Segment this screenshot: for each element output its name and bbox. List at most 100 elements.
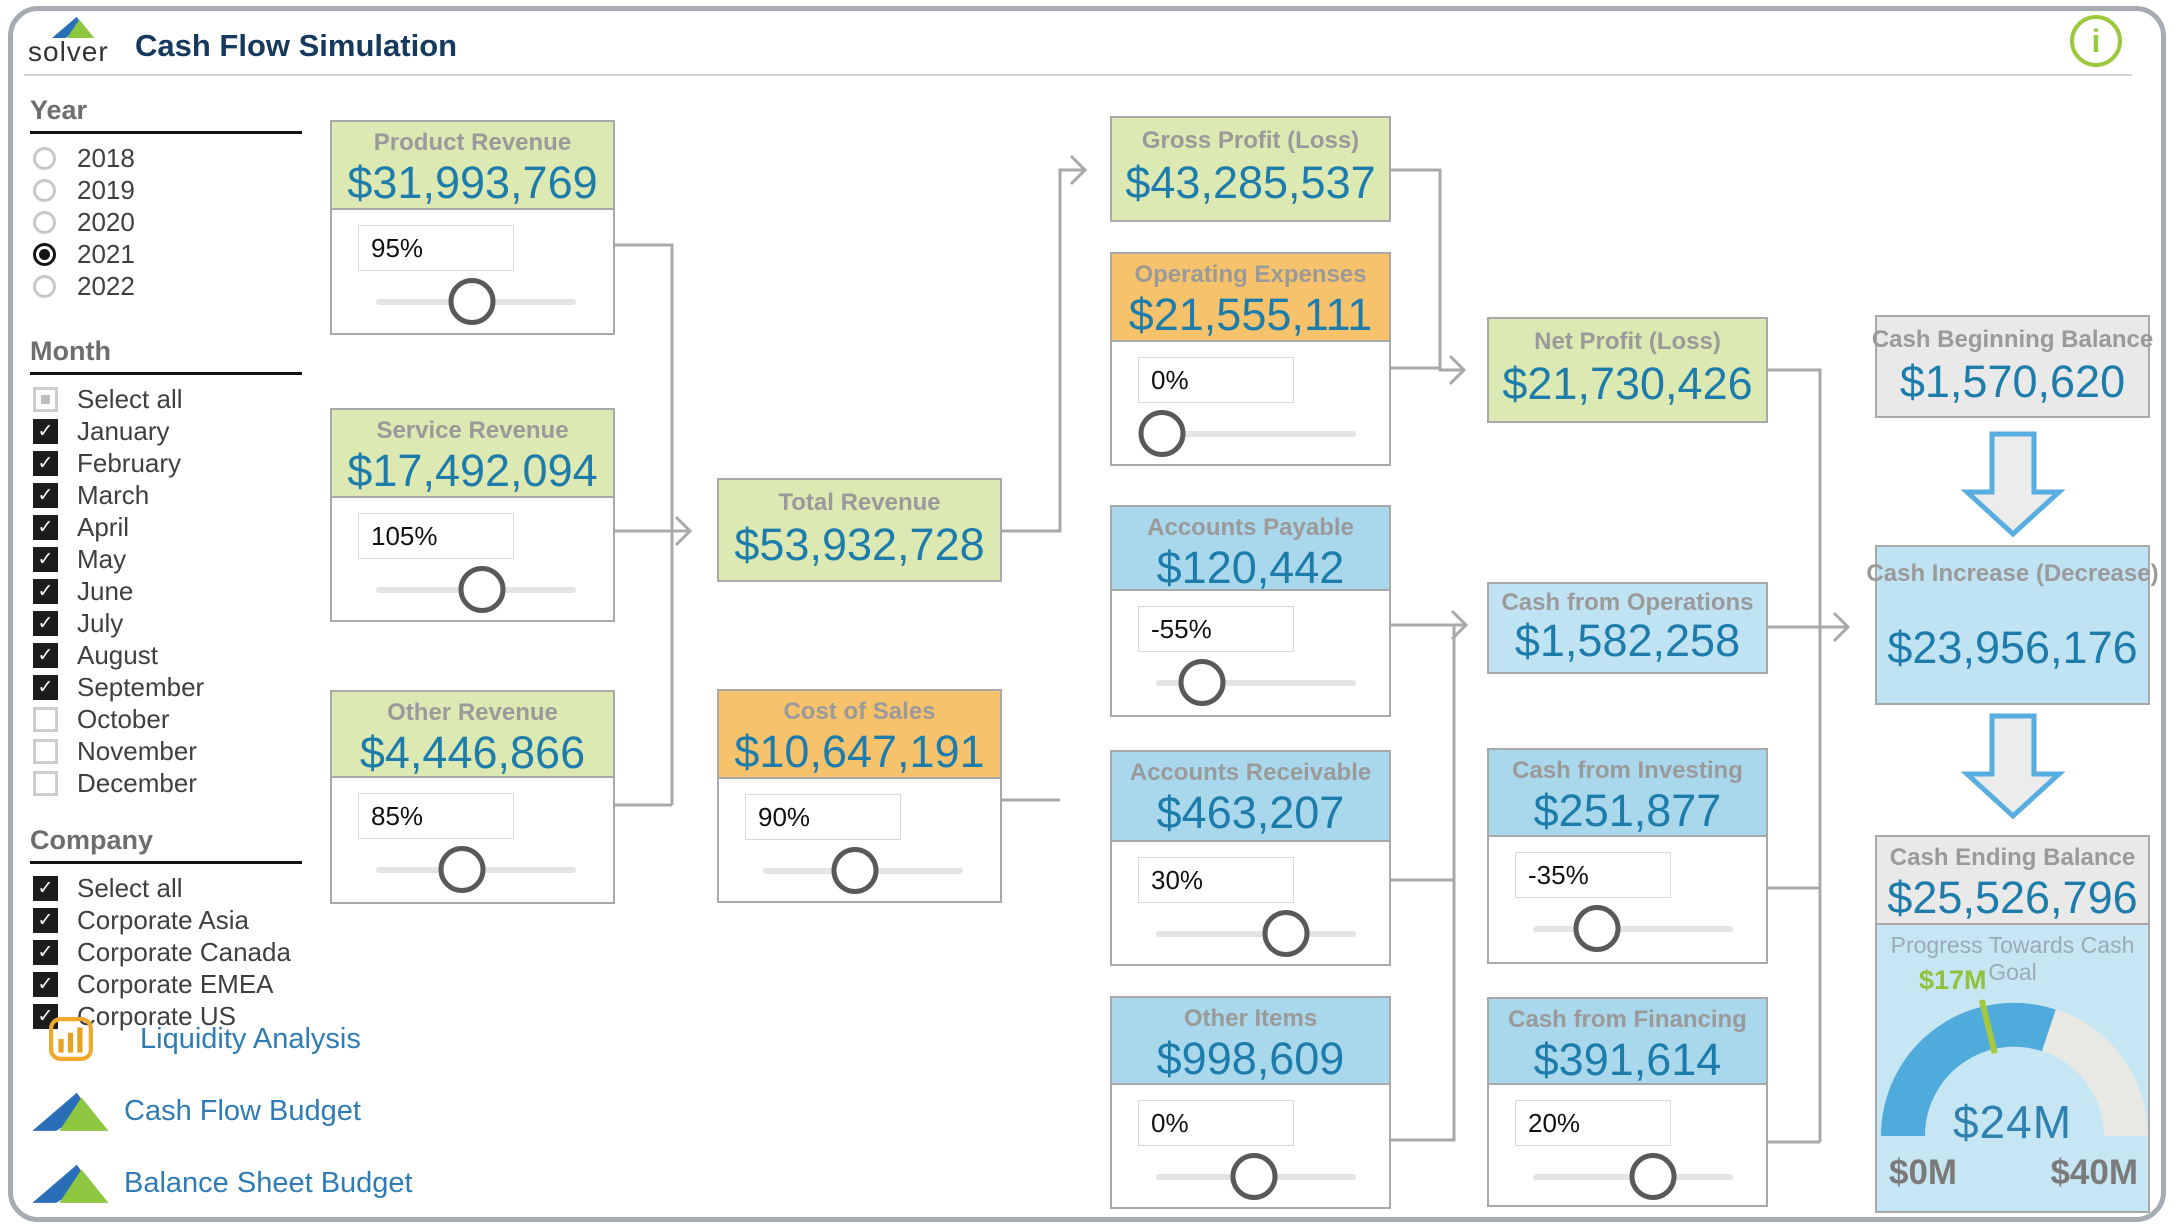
gauge-min-label: $0M bbox=[1889, 1153, 1958, 1192]
checkbox-checked-icon[interactable] bbox=[33, 611, 58, 636]
checkbox-checked-icon[interactable] bbox=[33, 940, 58, 965]
month-option-december[interactable]: December bbox=[30, 768, 310, 799]
link-balance-sheet-budget[interactable]: Balance Sheet Budget bbox=[32, 1158, 413, 1208]
month-option-june[interactable]: June bbox=[30, 576, 310, 607]
checkbox-checked-icon[interactable] bbox=[33, 419, 58, 444]
cost-of-sales-pct-input[interactable] bbox=[745, 794, 901, 840]
cash-from-financing-pct-input[interactable] bbox=[1515, 1100, 1671, 1146]
card-header: Other Items $998,609 bbox=[1112, 998, 1389, 1085]
radio-icon[interactable] bbox=[33, 179, 56, 202]
slider-track[interactable] bbox=[1156, 680, 1356, 686]
year-option-2021[interactable]: 2021 bbox=[30, 239, 310, 270]
company-option-corporate-us[interactable]: Corporate US bbox=[30, 1001, 310, 1032]
slider-thumb[interactable] bbox=[1138, 410, 1186, 457]
month-option-may[interactable]: May bbox=[30, 544, 310, 575]
accounts-payable-pct-input[interactable] bbox=[1138, 606, 1294, 652]
cash-goal-gauge bbox=[1880, 999, 2148, 1137]
slider-thumb[interactable] bbox=[831, 847, 879, 894]
month-select-all[interactable]: Select all bbox=[30, 384, 310, 415]
month-option-september[interactable]: September bbox=[30, 672, 310, 703]
card-body bbox=[332, 498, 613, 620]
slider-thumb[interactable] bbox=[448, 278, 496, 325]
card-body bbox=[1489, 1085, 1766, 1205]
month-option-october[interactable]: October bbox=[30, 704, 310, 735]
year-option-2019[interactable]: 2019 bbox=[30, 175, 310, 206]
operating-expenses-pct-input[interactable] bbox=[1138, 357, 1294, 403]
slider-thumb[interactable] bbox=[1262, 910, 1310, 957]
other-revenue-card: Other Revenue $4,446,866 bbox=[330, 690, 615, 904]
checkbox-checked-icon[interactable] bbox=[33, 547, 58, 572]
service-revenue-slider[interactable] bbox=[376, 564, 576, 616]
slider-thumb[interactable] bbox=[1178, 659, 1226, 706]
other-revenue-pct-input[interactable] bbox=[358, 793, 514, 839]
company-option-corporate-asia[interactable]: Corporate Asia bbox=[30, 905, 310, 936]
checkbox-checked-icon[interactable] bbox=[33, 579, 58, 604]
month-option-february[interactable]: February bbox=[30, 448, 310, 479]
cash-from-investing-slider[interactable] bbox=[1533, 903, 1733, 955]
month-option-january[interactable]: January bbox=[30, 416, 310, 447]
other-items-slider[interactable] bbox=[1156, 1151, 1356, 1203]
product-revenue-pct-input[interactable] bbox=[358, 225, 514, 271]
product-revenue-slider[interactable] bbox=[376, 276, 576, 328]
slider-thumb[interactable] bbox=[1629, 1153, 1677, 1200]
month-option-july[interactable]: July bbox=[30, 608, 310, 639]
service-revenue-pct-input[interactable] bbox=[358, 513, 514, 559]
cash-from-financing-slider[interactable] bbox=[1533, 1151, 1733, 1203]
month-option-november[interactable]: November bbox=[30, 736, 310, 767]
checkbox-unchecked-icon[interactable] bbox=[33, 771, 58, 796]
year-option-2018[interactable]: 2018 bbox=[30, 143, 310, 174]
card-value: $998,609 bbox=[1156, 1033, 1345, 1084]
checkbox-indeterminate-icon[interactable] bbox=[33, 387, 58, 412]
net-profit-card: Net Profit (Loss) $21,730,426 bbox=[1487, 317, 1768, 423]
card-value: $25,526,796 bbox=[1887, 872, 2138, 923]
operating-expenses-slider[interactable] bbox=[1138, 408, 1356, 460]
other-items-card: Other Items $998,609 bbox=[1110, 996, 1391, 1209]
company-option-corporate-canada[interactable]: Corporate Canada bbox=[30, 937, 310, 968]
checkbox-checked-icon[interactable] bbox=[33, 483, 58, 508]
checkbox-checked-icon[interactable] bbox=[33, 643, 58, 668]
accounts-receivable-pct-input[interactable] bbox=[1138, 857, 1294, 903]
link-cash-flow-budget[interactable]: Cash Flow Budget bbox=[32, 1086, 413, 1136]
checkbox-checked-icon[interactable] bbox=[33, 876, 58, 901]
checkbox-checked-icon[interactable] bbox=[33, 515, 58, 540]
slider-thumb[interactable] bbox=[458, 566, 506, 613]
other-items-pct-input[interactable] bbox=[1138, 1100, 1294, 1146]
radio-icon[interactable] bbox=[33, 211, 56, 234]
month-label: July bbox=[77, 608, 124, 638]
card-value: $391,614 bbox=[1533, 1034, 1722, 1085]
company-option-corporate-emea[interactable]: Corporate EMEA bbox=[30, 969, 310, 1000]
cost-of-sales-slider[interactable] bbox=[763, 845, 963, 897]
company-label: Select all bbox=[77, 873, 183, 903]
checkbox-checked-icon[interactable] bbox=[33, 908, 58, 933]
accounts-payable-slider[interactable] bbox=[1156, 657, 1356, 709]
checkbox-unchecked-icon[interactable] bbox=[33, 739, 58, 764]
radio-icon[interactable] bbox=[33, 275, 56, 298]
other-revenue-slider[interactable] bbox=[376, 844, 576, 896]
month-option-march[interactable]: March bbox=[30, 480, 310, 511]
cash-from-investing-pct-input[interactable] bbox=[1515, 852, 1671, 898]
slider-track[interactable] bbox=[1156, 431, 1356, 437]
checkbox-checked-icon[interactable] bbox=[33, 675, 58, 700]
accounts-receivable-slider[interactable] bbox=[1156, 908, 1356, 960]
card-title: Accounts Receivable bbox=[1129, 759, 1372, 786]
checkbox-checked-icon[interactable] bbox=[33, 972, 58, 997]
checkbox-checked-icon[interactable] bbox=[33, 451, 58, 476]
link-liquidity-analysis[interactable]: Liquidity Analysis bbox=[32, 1014, 413, 1064]
info-icon[interactable]: i bbox=[2070, 15, 2122, 67]
slider-thumb[interactable] bbox=[438, 846, 486, 893]
year-option-2020[interactable]: 2020 bbox=[30, 207, 310, 238]
checkbox-unchecked-icon[interactable] bbox=[33, 707, 58, 732]
card-title: Net Profit (Loss) bbox=[1534, 328, 1721, 355]
slider-thumb[interactable] bbox=[1230, 1153, 1278, 1200]
month-option-april[interactable]: April bbox=[30, 512, 310, 543]
company-select-all[interactable]: Select all bbox=[30, 873, 310, 904]
year-option-2022[interactable]: 2022 bbox=[30, 271, 310, 302]
slider-track[interactable] bbox=[1533, 926, 1733, 932]
radio-selected-icon[interactable] bbox=[33, 243, 56, 266]
radio-icon[interactable] bbox=[33, 147, 56, 170]
month-option-august[interactable]: August bbox=[30, 640, 310, 671]
slider-track[interactable] bbox=[1156, 931, 1356, 937]
card-value: $120,442 bbox=[1156, 542, 1345, 593]
card-header: Accounts Receivable $463,207 bbox=[1112, 752, 1389, 842]
slider-thumb[interactable] bbox=[1573, 905, 1621, 952]
